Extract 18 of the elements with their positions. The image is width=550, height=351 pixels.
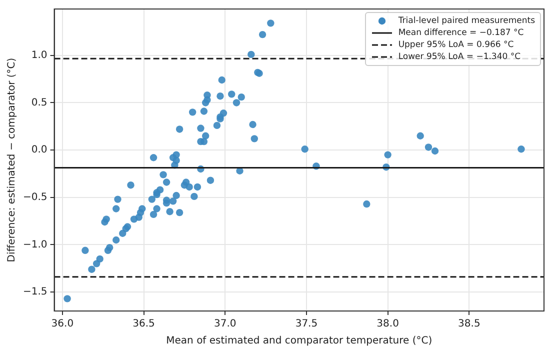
x-tick-label: 37.5 xyxy=(295,318,318,330)
legend-label: Lower 95% LoA = −1.340 °C xyxy=(398,52,521,62)
legend-label: Mean difference = −0.187 °C xyxy=(398,28,524,38)
y-tick-label: −1.5 xyxy=(22,286,48,298)
x-tick-label: 36.0 xyxy=(51,318,74,330)
y-tick-label: −1.0 xyxy=(22,239,48,250)
x-tick-label: 36.5 xyxy=(132,318,155,330)
y-tick-label: 1.0 xyxy=(31,50,48,61)
y-axis-title: Difference: estimated − comparator (°C) xyxy=(6,58,18,262)
x-axis-title: Mean of estimated and comparator temperature (°C) xyxy=(166,336,432,347)
x-tick-label: 37.0 xyxy=(214,318,236,330)
y-tick-label: 0.0 xyxy=(31,144,48,156)
y-tick-label: −0.5 xyxy=(22,192,48,203)
legend-label: Trial-level paired measurements xyxy=(398,16,535,26)
y-tick-label: 0.5 xyxy=(31,97,48,108)
x-tick-label: 38.0 xyxy=(376,318,399,330)
x-tick-label: 38.5 xyxy=(458,318,480,330)
legend-label: Upper 95% LoA = 0.966 °C xyxy=(398,40,514,50)
